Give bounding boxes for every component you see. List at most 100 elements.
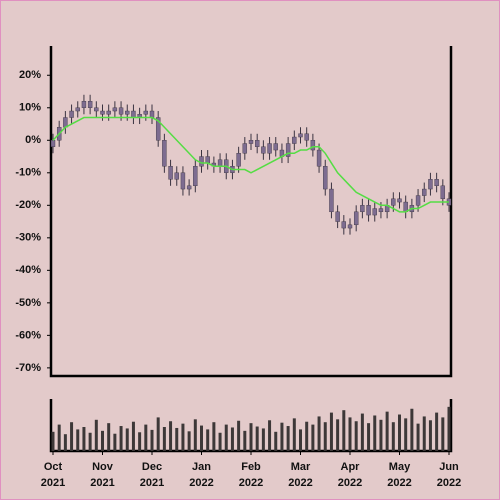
candle-body (316, 149, 322, 167)
candle-body (323, 166, 328, 190)
volume-bar (156, 417, 160, 451)
volume-bar (255, 426, 259, 451)
candle-body (440, 185, 446, 200)
candle-body (347, 224, 353, 229)
candle-body (205, 156, 210, 164)
volume-bar (305, 421, 309, 451)
candle-body (378, 208, 384, 213)
candle-body (199, 156, 204, 167)
candle-body (360, 205, 365, 213)
y-tick-label: -40% (15, 264, 41, 276)
candle-body (267, 143, 272, 154)
candle-body (155, 117, 161, 141)
y-tick-label: -20% (15, 199, 41, 211)
volume-bar (398, 414, 401, 451)
candle-body (50, 140, 56, 147)
x-tick-label: May 2022 (387, 461, 412, 489)
x-tick-label: Apr 2022 (337, 461, 363, 489)
volume-bar (187, 431, 191, 451)
volume-bar (404, 418, 408, 451)
volume-bar (261, 428, 265, 451)
candle-body (143, 110, 149, 115)
candle-body (285, 143, 291, 157)
candle-body (353, 211, 359, 226)
volume-bar (360, 413, 364, 451)
volume-bar (329, 412, 333, 451)
volume-bar (367, 423, 371, 451)
volume-bar (416, 423, 420, 451)
candle-body (87, 101, 93, 108)
volume-bar (441, 417, 445, 451)
volume-bar (243, 430, 247, 451)
x-tick-label: Dec 2021 (139, 461, 165, 489)
candle-body (149, 110, 155, 118)
volume-bar (63, 434, 67, 451)
volume-bar (76, 429, 80, 451)
volume-bar (131, 421, 135, 451)
volume-bar (385, 411, 389, 451)
volume-bar (51, 431, 55, 451)
volume-bar (292, 418, 296, 451)
y-tick-label: -50% (15, 297, 41, 309)
y-tick-label: -30% (15, 232, 41, 244)
candle-body (254, 140, 260, 147)
volume-bar (101, 430, 104, 451)
volume-bar (193, 419, 197, 451)
volume-bar (447, 406, 451, 451)
y-tick-label: -70% (15, 362, 41, 374)
volume-bar (82, 427, 86, 451)
volume-bar (249, 423, 253, 451)
y-tick-label: -10% (15, 167, 41, 179)
volume-bar (144, 424, 148, 451)
candle-body (298, 133, 303, 138)
candle-body (81, 101, 87, 108)
candle-body (100, 110, 105, 115)
candle-body (94, 107, 99, 112)
candle-body (372, 208, 377, 216)
y-tick-label: -60% (15, 329, 41, 341)
volume-bar (206, 429, 210, 451)
candle-body (118, 107, 124, 115)
y-tick-label: 20% (19, 69, 41, 81)
x-tick-label: Oct 2021 (40, 461, 66, 489)
candle-body (248, 140, 254, 144)
candle-body (366, 205, 371, 216)
x-tick-label: Mar 2022 (288, 461, 313, 489)
candle-body (428, 179, 433, 190)
candle-body (162, 140, 167, 167)
volume-bar (125, 428, 129, 451)
volume-bar (274, 431, 278, 451)
volume-bar (175, 427, 179, 451)
volume-bar (70, 422, 74, 451)
candle-body (310, 140, 316, 151)
y-tick-label: 0% (25, 134, 41, 146)
volume-bar (286, 426, 290, 451)
volume-bar (422, 416, 426, 451)
volume-bar (150, 429, 154, 451)
candle-body (329, 188, 334, 213)
candle-body (304, 133, 309, 141)
candle-body (397, 198, 402, 203)
volume-bar (342, 410, 346, 451)
volume-bar (200, 425, 203, 451)
candle-body (106, 110, 111, 115)
moving-average (52, 116, 449, 213)
candle-body (75, 107, 80, 112)
candle-body (422, 188, 427, 196)
volume-bar (138, 432, 142, 451)
volume-bar (113, 433, 117, 451)
candle-body (292, 136, 297, 144)
volume-bar (373, 415, 377, 451)
x-tick-label: Jan 2022 (189, 461, 214, 489)
volume-bar (181, 423, 185, 451)
candle-body (131, 110, 136, 118)
volume-bar (268, 420, 272, 451)
candle-body (242, 143, 248, 154)
x-tick-label: Feb 2022 (238, 461, 264, 489)
volume-bar (88, 432, 92, 451)
volume-bar (119, 426, 123, 451)
volume-bar (230, 427, 234, 451)
candle-body (174, 172, 179, 180)
